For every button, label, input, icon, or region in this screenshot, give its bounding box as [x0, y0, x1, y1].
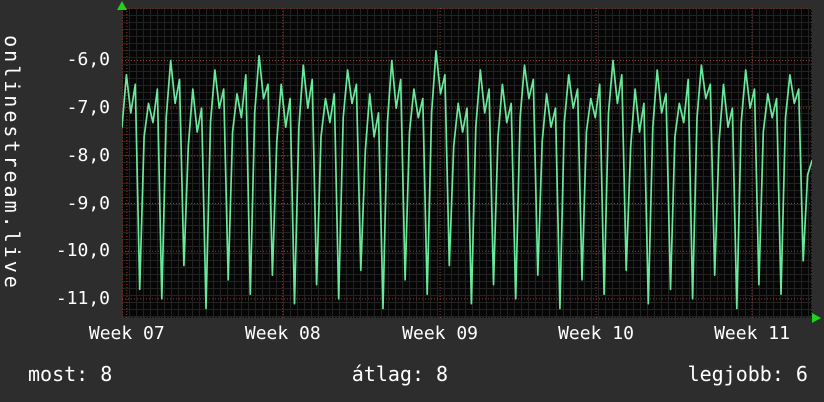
stats-row: most: 8 átlag: 8 legjobb: 6	[0, 362, 824, 386]
x-tick-label: Week 07	[88, 323, 165, 344]
data-line	[122, 50, 812, 310]
y-tick-label: -8,0	[66, 144, 110, 166]
y-axis-arrow-icon	[117, 1, 127, 10]
x-tick-label: Week 10	[558, 323, 634, 344]
y-tick-label: -11,0	[55, 287, 110, 309]
stat-atlag: átlag: 8	[351, 362, 449, 386]
x-axis-tick-labels: Week 07 Week 08 Week 09 Week 10 Week 11	[89, 323, 812, 345]
y-tick-label: -9,0	[66, 192, 110, 214]
x-axis-arrow-icon	[812, 313, 821, 323]
stat-most: most: 8	[28, 362, 113, 386]
y-axis-tick-labels: -6,0 -7,0 -8,0 -9,0 -10,0 -11,0	[0, 0, 110, 330]
chart-canvas	[122, 8, 812, 318]
y-tick-label: -6,0	[66, 49, 110, 71]
stat-legjobb: legjobb: 6	[687, 362, 808, 386]
plot-area	[122, 8, 812, 318]
x-tick-label: Week 08	[244, 323, 321, 344]
y-tick-label: -7,0	[66, 97, 110, 119]
y-tick-label: -10,0	[55, 240, 110, 262]
x-tick-label: Week 11	[714, 323, 790, 344]
x-tick-label: Week 09	[402, 323, 479, 344]
